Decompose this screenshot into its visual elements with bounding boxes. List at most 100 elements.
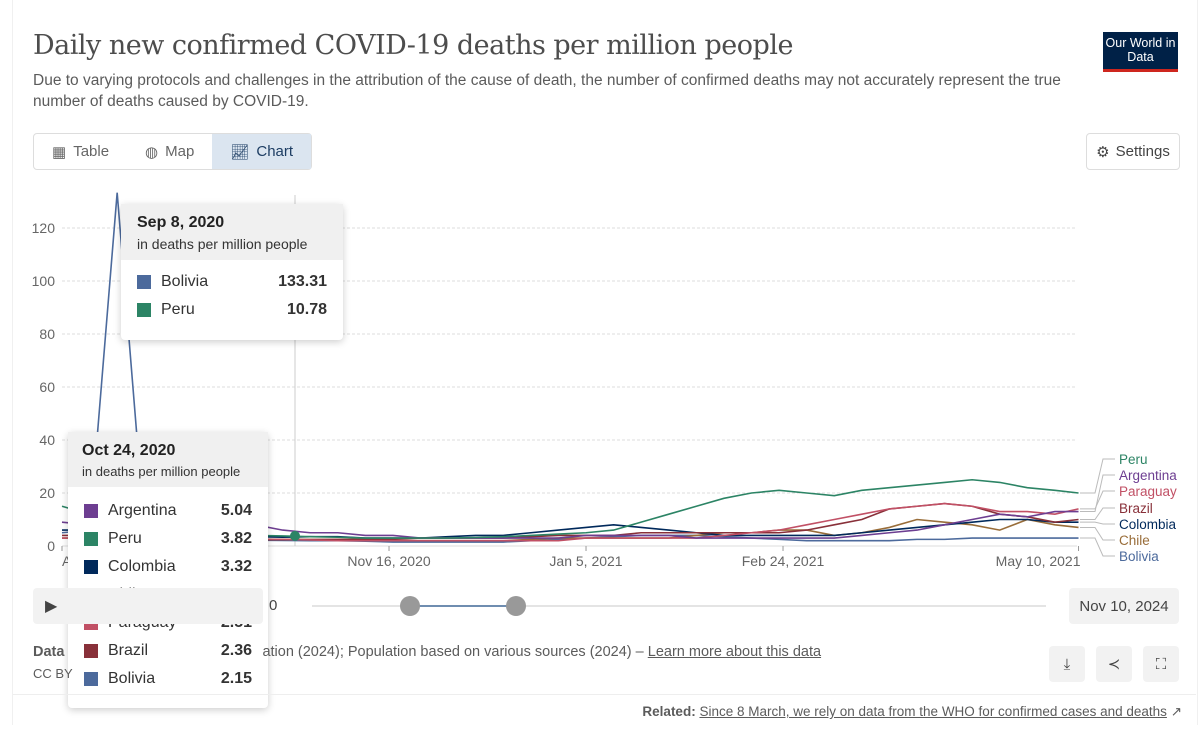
x-tick-label: A xyxy=(62,553,72,569)
tooltip-value: 133.31 xyxy=(278,273,327,290)
external-link-icon: ↗ xyxy=(1170,704,1182,719)
x-tick-label: Feb 24, 2021 xyxy=(742,553,825,569)
globe-icon: ◍ xyxy=(145,143,159,161)
tooltip-value: 5.04 xyxy=(220,502,252,519)
y-tick-label: 120 xyxy=(32,220,56,236)
legend-label-argentina: Argentina xyxy=(1119,468,1177,483)
tooltip-row: Peru 3.82 xyxy=(68,525,268,553)
y-tick-label: 80 xyxy=(39,326,55,342)
legend-label-paraguay: Paraguay xyxy=(1119,484,1177,499)
x-tick-label: Nov 16, 2020 xyxy=(347,553,430,569)
tab-label: Table xyxy=(73,143,110,160)
timeline-play-area: ▶ 0 xyxy=(33,588,277,624)
tooltip-row: Argentina 5.04 xyxy=(68,497,268,525)
chart-subtitle: Due to varying protocols and challenges … xyxy=(33,72,1061,110)
tooltip-entity: Peru xyxy=(108,530,142,547)
tab-label: Map xyxy=(165,143,195,160)
x-tick-label: Jan 5, 2021 xyxy=(549,553,622,569)
tooltip-row: Colombia 3.32 xyxy=(68,553,268,581)
legend-connector xyxy=(1080,458,1115,494)
tooltip-value: 10.78 xyxy=(286,301,327,318)
legend-swatch xyxy=(84,532,98,546)
timeline-slider[interactable] xyxy=(312,596,1046,616)
tooltip-value: 3.32 xyxy=(220,558,252,575)
tooltip-sep-8: Sep 8, 2020 in deaths per million people … xyxy=(121,204,343,340)
legend-connector xyxy=(1080,474,1115,513)
y-tick-label: 20 xyxy=(39,485,55,501)
tooltip-date: Oct 24, 2020 xyxy=(82,442,176,459)
share-button[interactable]: ≺ xyxy=(1096,646,1132,682)
legend-swatch xyxy=(137,303,151,317)
line-chart-icon: 📈︎ xyxy=(230,143,250,161)
legend-connector xyxy=(1080,526,1115,541)
download-button[interactable]: ⤓ xyxy=(1049,646,1085,682)
hover-point xyxy=(290,530,300,541)
legend-connector xyxy=(1080,521,1115,525)
download-icon: ⤓ xyxy=(1063,655,1071,673)
x-tick-label: May 10, 2021 xyxy=(996,553,1081,569)
tooltip-entity: Brazil xyxy=(108,642,149,659)
timeline-start-handle[interactable] xyxy=(400,596,420,616)
timeline-end-handle[interactable] xyxy=(506,596,526,616)
tab-chart[interactable]: 📈︎ Chart xyxy=(212,134,312,169)
settings-button[interactable]: ⚙ Settings xyxy=(1086,133,1180,170)
tooltip-unit: in deaths per million people xyxy=(137,236,308,252)
timeline-start-label[interactable]: 0 xyxy=(269,597,278,614)
settings-label: Settings xyxy=(1115,143,1170,160)
tooltip-value: 3.82 xyxy=(220,530,252,547)
source-text: ation (2024); Population based on variou… xyxy=(262,644,644,660)
tooltip-entity: Bolivia xyxy=(161,273,209,290)
tooltip-value: 2.36 xyxy=(220,642,252,659)
legend-swatch xyxy=(84,672,98,686)
related-link[interactable]: Since 8 March, we rely on data from the … xyxy=(699,704,1167,719)
tooltip-row: Bolivia 2.15 xyxy=(68,665,268,693)
y-tick-label: 0 xyxy=(47,538,55,554)
fullscreen-icon: ⛶ xyxy=(1155,655,1167,673)
legend-swatch xyxy=(84,644,98,658)
gear-icon: ⚙ xyxy=(1096,143,1110,161)
legend-label-chile: Chile xyxy=(1119,533,1150,548)
tooltip-value: 2.15 xyxy=(220,670,252,687)
frame xyxy=(12,0,1198,725)
tooltip-entity: Argentina xyxy=(108,502,177,519)
timeline-end-date-button[interactable]: Nov 10, 2024 xyxy=(1069,588,1179,624)
y-tick-label: 100 xyxy=(32,273,56,289)
learn-more-link[interactable]: Learn more about this data xyxy=(647,644,822,660)
legend-label-peru: Peru xyxy=(1119,452,1148,467)
legend-connector xyxy=(1080,507,1115,520)
tab-table[interactable]: ▦ Table xyxy=(34,134,127,169)
tooltip-row: Peru 10.78 xyxy=(121,296,343,324)
source-line: Data ation (2024); Population based on va… xyxy=(33,644,821,681)
tooltip-entity: Peru xyxy=(161,301,195,318)
tab-map[interactable]: ◍ Map xyxy=(127,134,212,169)
share-icon: ≺ xyxy=(1107,656,1121,673)
y-tick-label: 40 xyxy=(39,432,55,448)
legend-swatch xyxy=(84,504,98,518)
source-label: Data xyxy=(33,644,65,660)
tooltip-row: Brazil 2.36 xyxy=(68,637,268,665)
fullscreen-button[interactable]: ⛶ xyxy=(1143,646,1179,682)
legend-label-colombia: Colombia xyxy=(1119,517,1177,532)
tooltip-entity: Bolivia xyxy=(108,670,156,687)
tooltip-entity: Colombia xyxy=(108,558,176,575)
legend-label-brazil: Brazil xyxy=(1119,501,1153,516)
y-tick-label: 60 xyxy=(39,379,55,395)
legend-swatch xyxy=(137,275,151,289)
legend-connector xyxy=(1080,490,1115,510)
play-icon[interactable]: ▶ xyxy=(45,598,58,615)
tooltip-unit: in deaths per million people xyxy=(82,464,241,479)
tab-label: Chart xyxy=(256,143,294,160)
legend-connector xyxy=(1080,537,1115,557)
related-label: Related: xyxy=(642,704,696,719)
legend-label-bolivia: Bolivia xyxy=(1119,549,1159,564)
table-icon: ▦ xyxy=(52,143,67,161)
owid-logo[interactable]: Our World in Data xyxy=(1103,32,1178,72)
view-tabs: ▦ Table ◍ Map 📈︎ Chart xyxy=(33,133,313,170)
tooltip-row: Bolivia 133.31 xyxy=(121,268,343,296)
related-line: Related: Since 8 March, we rely on data … xyxy=(642,704,1182,720)
legend-swatch xyxy=(84,560,98,574)
license-text: CC BY xyxy=(33,666,73,681)
chart-title: Daily new confirmed COVID-19 deaths per … xyxy=(33,30,793,61)
tooltip-date: Sep 8, 2020 xyxy=(137,214,225,231)
